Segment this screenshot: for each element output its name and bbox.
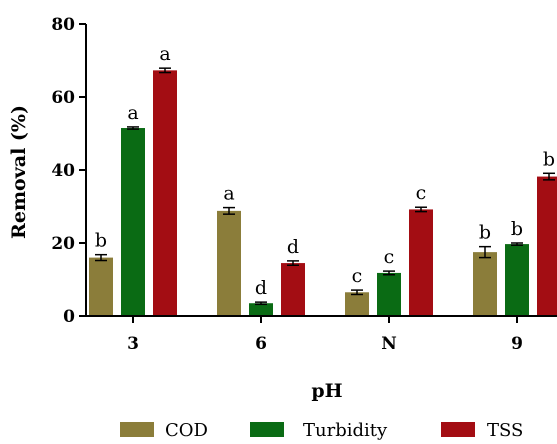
bar [409, 209, 433, 316]
y-tick-label: 20 [51, 234, 75, 254]
bar [89, 257, 113, 316]
legend-label: Turbidity [303, 420, 388, 441]
significance-label: b [95, 230, 107, 252]
significance-label: a [127, 102, 138, 124]
y-tick-label: 80 [51, 15, 75, 35]
bar [537, 176, 557, 316]
significance-label: c [384, 246, 395, 268]
x-tick-label: 6 [255, 334, 267, 354]
bar [217, 210, 241, 316]
x-axis-title: pH [311, 380, 342, 402]
y-axis-title: Removal (%) [8, 105, 30, 239]
x-tick-label: 9 [511, 334, 523, 354]
bar [345, 292, 369, 316]
significance-label: b [511, 218, 523, 240]
legend-swatch [250, 422, 284, 437]
legend-swatch [441, 422, 475, 437]
significance-label: a [159, 43, 170, 65]
bar [153, 70, 177, 316]
x-tick-label: N [381, 334, 397, 354]
significance-label: a [223, 183, 234, 205]
y-tick-label: 40 [51, 161, 75, 181]
bar [377, 272, 401, 316]
legend-label: COD [165, 420, 208, 441]
legend-swatch [120, 422, 154, 437]
legend: COD Turbidity TSS [120, 420, 523, 441]
significance-label: c [416, 182, 427, 204]
axes-layer: 0 20 40 60 80 3 6 N 9 [51, 15, 557, 354]
legend-label: TSS [487, 420, 523, 441]
x-tick-label: 3 [127, 334, 139, 354]
y-tick-label: 0 [63, 307, 75, 327]
significance-label: b [543, 148, 555, 170]
significance-label: d [287, 236, 299, 258]
significance-label: b [479, 222, 491, 244]
y-tick-label: 60 [51, 88, 75, 108]
significance-label: d [255, 277, 267, 299]
bar [249, 303, 273, 316]
bar [281, 263, 305, 316]
bar [505, 244, 529, 316]
bar [473, 252, 497, 316]
significance-label: c [352, 265, 363, 287]
bar [121, 128, 145, 316]
